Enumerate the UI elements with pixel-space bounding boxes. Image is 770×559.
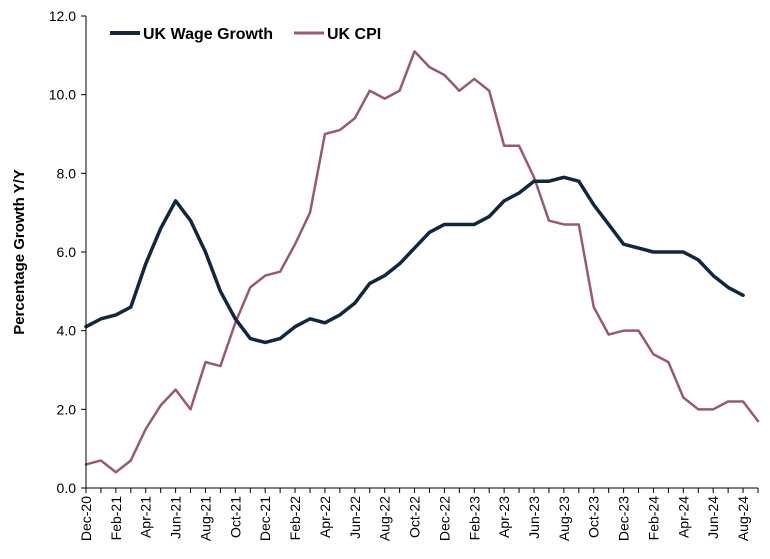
x-tick-label: Apr-24 xyxy=(675,496,691,538)
legend: UK Wage Growth UK CPI xyxy=(110,26,381,43)
x-tick-label: Aug-23 xyxy=(556,496,572,541)
y-axis-title: Percentage Growth Y/Y xyxy=(11,169,28,335)
y-tick-label: 0.0 xyxy=(57,480,77,496)
x-tick-label: Dec-20 xyxy=(78,496,94,541)
y-tick-label: 10.0 xyxy=(49,87,76,103)
x-tick-label: Feb-22 xyxy=(287,496,303,541)
x-tick-label: Feb-24 xyxy=(645,496,661,541)
y-tick-label: 12.0 xyxy=(49,8,76,24)
x-tick-label: Jun-23 xyxy=(526,496,542,539)
x-tick-label: Jun-21 xyxy=(168,496,184,539)
series-line-wage-growth xyxy=(84,175,745,345)
legend-label-wage-growth: UK Wage Growth xyxy=(143,26,273,43)
x-tick-label: Feb-23 xyxy=(466,496,482,541)
x-tick-label: Jun-24 xyxy=(705,496,721,539)
y-axis-ticks: 0.0 2.0 4.0 6.0 8.0 10.0 12.0 xyxy=(49,8,86,496)
x-tick-label: Dec-21 xyxy=(257,496,273,541)
x-tick-label: Oct-21 xyxy=(227,496,243,538)
x-tick-label: Oct-23 xyxy=(586,496,602,538)
x-tick-label: Aug-21 xyxy=(197,496,213,541)
series-lines xyxy=(84,50,760,474)
x-tick-label: Dec-23 xyxy=(616,496,632,541)
legend-label-cpi: UK CPI xyxy=(327,26,381,43)
x-axis-ticks: Dec-20 Feb-21 Apr-21 Jun-21 Aug-21 Oct-21 Dec-… xyxy=(78,488,759,541)
series-line-cpi xyxy=(84,50,760,474)
x-tick-label: Aug-24 xyxy=(735,496,751,541)
x-tick-label: Apr-22 xyxy=(317,496,333,538)
x-tick-label: Jun-22 xyxy=(347,496,363,539)
y-tick-label: 6.0 xyxy=(57,244,77,260)
x-tick-label: Feb-21 xyxy=(108,496,124,541)
y-tick-label: 2.0 xyxy=(57,401,77,417)
x-tick-label: Apr-21 xyxy=(138,496,154,538)
x-tick-label: Dec-22 xyxy=(436,496,452,541)
x-tick-label: Apr-23 xyxy=(496,496,512,538)
y-tick-label: 8.0 xyxy=(57,165,77,181)
x-tick-label: Aug-22 xyxy=(377,496,393,541)
y-tick-label: 4.0 xyxy=(57,323,77,339)
x-tick-label: Oct-22 xyxy=(407,496,423,538)
axes xyxy=(85,16,758,489)
